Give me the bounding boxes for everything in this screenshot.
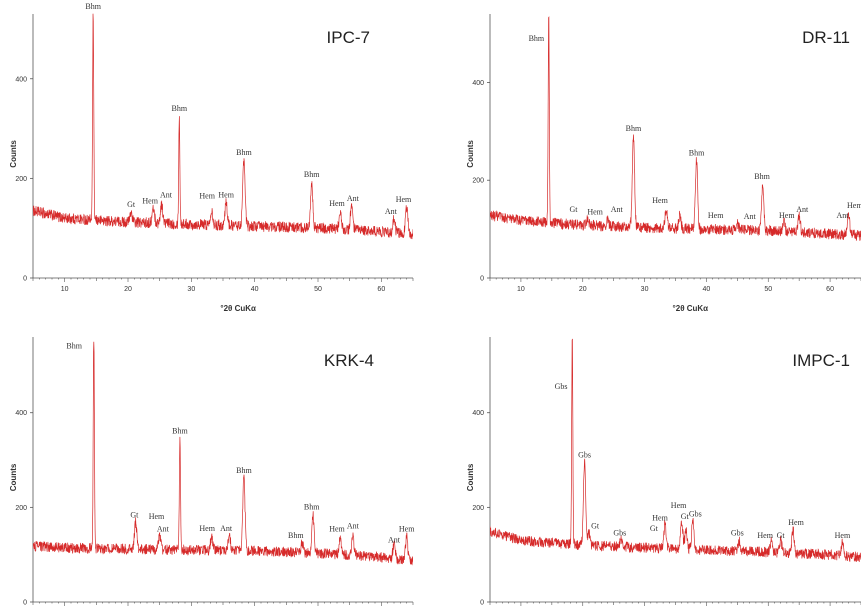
panel-title: IMPC-1: [792, 351, 850, 370]
peak-label: Gt: [650, 524, 659, 533]
peak-label: Bhm: [172, 104, 188, 113]
y-axis-label: Counts: [9, 140, 18, 168]
peak-label: Bhm: [304, 170, 320, 179]
peak-label: Gt: [127, 200, 136, 209]
x-tick-label: 50: [314, 286, 322, 293]
x-tick-label: 30: [187, 286, 195, 293]
peak-label: Bhm: [236, 148, 252, 157]
peak-label: Hem: [142, 196, 158, 205]
peak-label: Ant: [836, 211, 849, 220]
y-tick-label: 400: [472, 410, 484, 417]
x-axis-label: °2θ CuKα: [220, 304, 256, 313]
peak-label: Hem: [835, 531, 851, 540]
peak-label: Bhm: [172, 427, 188, 436]
xrd-trace: [33, 341, 413, 566]
peak-label: Hem: [396, 195, 412, 204]
peak-label: Hem: [199, 191, 215, 200]
panel-title: IPC-7: [327, 28, 370, 47]
xrd-panel-2: 0 200 400 10 20 30 40 50 60 Counts °2θ CuKα DR-11 Bh…: [466, 14, 861, 313]
x-tick-label: 30: [641, 286, 649, 293]
peak-label: Bhm: [85, 2, 101, 11]
peak-label: Gt: [130, 511, 139, 520]
xrd-trace: [33, 13, 413, 240]
peak-label: Gt: [681, 512, 690, 521]
panel-title: KRK-4: [324, 351, 374, 370]
peak-label: Hem: [847, 201, 861, 210]
peak-label: Hem: [779, 211, 795, 220]
peak-label: Ant: [157, 525, 170, 534]
peak-label: Hem: [329, 199, 345, 208]
peak-label: Hem: [149, 512, 165, 521]
panel-title: DR-11: [802, 28, 850, 47]
y-tick-label: 200: [15, 176, 27, 183]
xrd-trace: [490, 338, 861, 562]
peak-label: Bhm: [754, 172, 770, 181]
peak-label: Hem: [218, 190, 234, 199]
peak-label: Ant: [385, 207, 398, 216]
y-tick-label: 0: [23, 276, 27, 283]
y-tick-label: 0: [23, 600, 27, 607]
peak-label: Hem: [788, 518, 804, 527]
y-tick-label: 0: [480, 276, 484, 283]
peak-label: Ant: [347, 194, 360, 203]
y-tick-label: 200: [472, 178, 484, 185]
x-tick-label: 20: [124, 286, 132, 293]
y-tick-label: 200: [472, 505, 484, 512]
xrd-panel-1: 0 200 400 10 20 30 40 50 60 Counts °2θ CuKα IPC-7 Bh…: [9, 2, 414, 313]
peak-label: Ant: [796, 205, 809, 214]
peak-label: Hem: [652, 196, 668, 205]
peak-label: Ant: [611, 205, 624, 214]
y-axis-label: Counts: [466, 140, 475, 168]
peak-label: Hem: [757, 531, 773, 540]
peak-label: Bhm: [236, 466, 252, 475]
x-tick-label: 50: [764, 286, 772, 293]
y-tick-label: 400: [15, 410, 27, 417]
peak-label: Gbs: [731, 528, 744, 537]
peak-label: Ant: [388, 536, 401, 545]
y-axis-label: Counts: [466, 463, 475, 491]
peak-label: Bhm: [66, 342, 82, 351]
x-tick-label: 60: [377, 286, 385, 293]
peak-label: Hem: [587, 207, 603, 216]
x-tick-label: 10: [61, 286, 69, 293]
peak-label: Bhm: [689, 149, 705, 158]
x-tick-label: 10: [517, 286, 525, 293]
peak-label: Hem: [199, 524, 215, 533]
peak-label: Ant: [347, 521, 360, 530]
peak-label: Bhm: [288, 531, 304, 540]
y-tick-label: 400: [472, 80, 484, 87]
peak-label: Gbs: [555, 382, 568, 391]
peak-label: Bhm: [529, 34, 545, 43]
peak-label: Bhm: [626, 124, 642, 133]
xrd-trace: [490, 16, 861, 241]
peak-label: Ant: [744, 212, 757, 221]
x-tick-label: 60: [826, 286, 834, 293]
peak-label: Gbs: [613, 528, 626, 537]
peak-label: Gbs: [689, 510, 702, 519]
peak-label: Hem: [652, 513, 668, 522]
peak-label: Gt: [591, 521, 600, 530]
peak-label: Gbs: [578, 450, 591, 459]
y-tick-label: 0: [480, 600, 484, 607]
peak-label: Ant: [220, 524, 233, 533]
peak-label: Bhm: [304, 502, 320, 511]
peak-label: Hem: [671, 501, 687, 510]
x-tick-label: 40: [703, 286, 711, 293]
y-tick-label: 200: [15, 505, 27, 512]
x-tick-label: 40: [251, 286, 259, 293]
peak-label: Hem: [708, 211, 724, 220]
y-tick-label: 400: [15, 76, 27, 83]
peak-label: Hem: [329, 525, 345, 534]
peak-label: Gt: [569, 205, 578, 214]
peak-label: Gt: [777, 531, 786, 540]
peak-label: Hem: [399, 525, 415, 534]
xrd-panel-4: 0200400CountsIMPC-1GbsGbsGtGbsGtHemHemGt…: [466, 337, 861, 607]
x-axis-label: °2θ CuKα: [673, 304, 709, 313]
y-axis-label: Counts: [9, 463, 18, 491]
peak-label: Ant: [160, 190, 173, 199]
x-tick-label: 20: [579, 286, 587, 293]
